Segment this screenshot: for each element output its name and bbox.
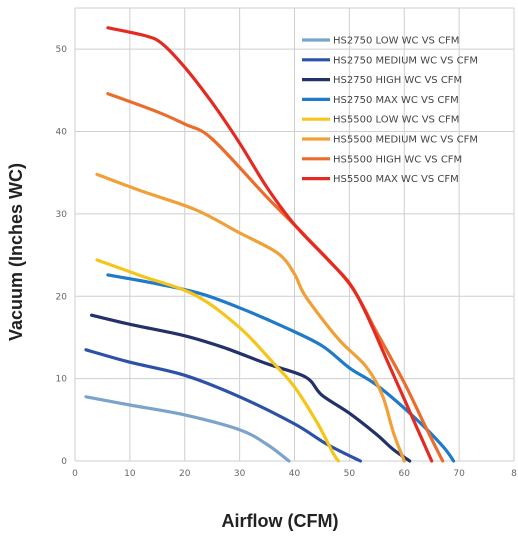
x-tick-label: 30 (234, 469, 246, 479)
legend-item: HS5500 HIGH WC VS CFM (302, 154, 462, 165)
legend-label: HS2750 MAX WC VS CFM (333, 95, 459, 106)
legend-item: HS5500 MEDIUM WC VS CFM (302, 135, 478, 146)
legend-item: HS5500 MAX WC VS CFM (302, 174, 459, 185)
x-tick-label: 0 (72, 469, 78, 479)
series-line-3 (89, 313, 412, 463)
legend-label: HS5500 MEDIUM WC VS CFM (333, 135, 478, 146)
series-lines (84, 26, 456, 463)
x-tick-label: 60 (399, 469, 411, 479)
y-tick-label: 40 (56, 128, 68, 138)
legend-label: HS5500 MAX WC VS CFM (333, 174, 459, 185)
legend-label: HS5500 HIGH WC VS CFM (333, 154, 462, 165)
y-tick-label: 20 (56, 292, 68, 302)
legend-label: HS5500 LOW WC VS CFM (333, 115, 459, 126)
y-tick-label: 50 (56, 45, 68, 55)
y-axis-label: Vacuum (Inches WC) (6, 163, 26, 341)
x-tick-label: 20 (179, 469, 191, 479)
x-axis-label: Airflow (CFM) (222, 511, 339, 531)
y-tick-label: 30 (56, 210, 68, 220)
legend-item: HS2750 MEDIUM WC VS CFM (302, 55, 478, 66)
legend-item: HS2750 LOW WC VS CFM (302, 36, 459, 47)
y-tick-label: 10 (56, 375, 68, 385)
y-tick-label: 0 (61, 457, 67, 467)
legend-item: HS2750 HIGH WC VS CFM (302, 75, 462, 86)
x-tick-label: 50 (344, 469, 356, 479)
x-tick-label: 40 (289, 469, 301, 479)
legend-label: HS2750 LOW WC VS CFM (333, 36, 459, 47)
x-tick-label: 10 (124, 469, 136, 479)
legend-item: HS5500 LOW WC VS CFM (302, 115, 459, 126)
legend: HS2750 LOW WC VS CFM HS2750 MEDIUM WC VS … (302, 36, 478, 185)
legend-label: HS2750 HIGH WC VS CFM (333, 75, 462, 86)
series-line-8 (106, 26, 434, 463)
legend-label: HS2750 MEDIUM WC VS CFM (333, 55, 478, 66)
grid (74, 7, 515, 462)
x-tick-label: 70 (453, 469, 465, 479)
series-line-7 (106, 92, 445, 463)
series-line-5 (95, 258, 340, 463)
series-line-1 (84, 395, 291, 463)
legend-item: HS2750 MAX WC VS CFM (302, 95, 459, 106)
series-line-6 (95, 172, 406, 463)
x-tick-label: 8 (511, 469, 517, 479)
